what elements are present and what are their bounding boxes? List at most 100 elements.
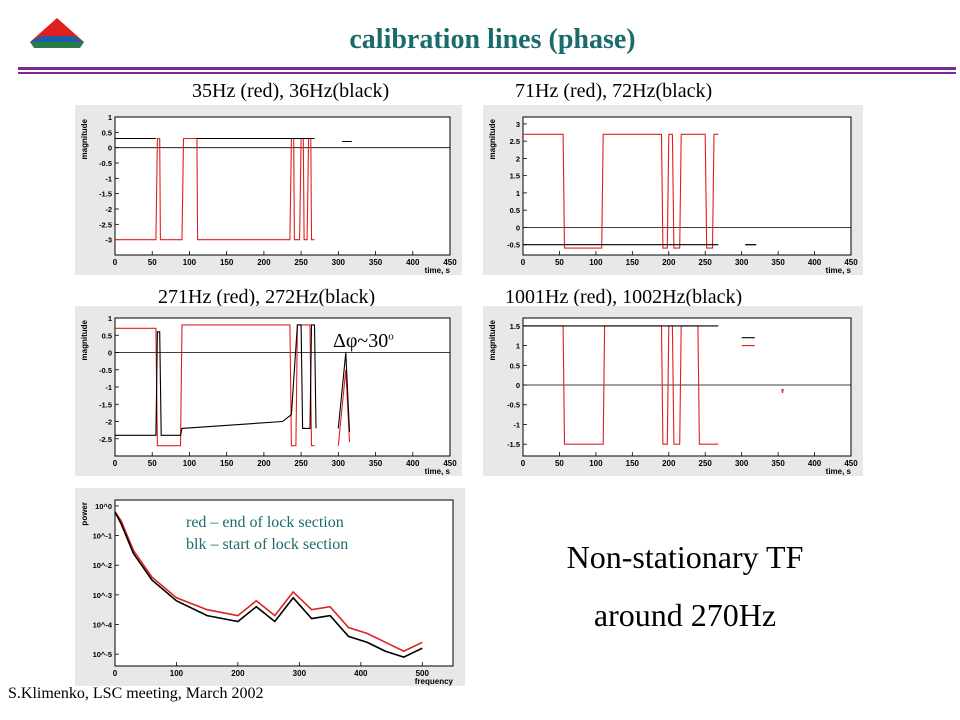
y-tick-label: 2 <box>516 154 520 163</box>
x-tick-label: 300 <box>735 459 749 468</box>
y-tick-label: 10^-1 <box>93 532 112 541</box>
x-tick-label: 200 <box>257 258 271 267</box>
x-tick-label: 250 <box>699 459 713 468</box>
y-axis-label: power <box>80 502 89 526</box>
x-tick-label: 300 <box>332 258 346 267</box>
logo <box>30 18 84 53</box>
x-tick-label: 100 <box>589 459 603 468</box>
footer-credit: S.Klimenko, LSC meeting, March 2002 <box>8 685 264 702</box>
x-tick-label: 200 <box>662 258 676 267</box>
caption-1001hz: 1001Hz (red), 1002Hz(black) <box>505 286 743 308</box>
y-tick-label: -0.5 <box>99 366 112 375</box>
legend-note: red – end of lock section blk – start of… <box>186 512 348 556</box>
y-tick-label: 0.5 <box>102 128 112 137</box>
plot-71hz: 0 50 100 150 200 250 300 350 400 450-0.500.511.52… <box>483 105 863 275</box>
plot-271hz: 0 50 100 150 200 250 300 350 400 450 -2.5 -2 -1.5 -1 -… <box>75 306 462 476</box>
y-tick-label: -2.5 <box>99 220 112 229</box>
title-rule <box>18 67 956 70</box>
plot-area <box>522 317 852 457</box>
plot-area <box>114 317 451 457</box>
y-tick-label: 10^-5 <box>93 650 112 659</box>
title-rule-thin <box>18 72 956 74</box>
x-axis-label: time, s <box>425 467 451 476</box>
x-tick-label: 400 <box>354 669 368 678</box>
y-tick-label: 0 <box>516 381 520 390</box>
x-tick-label: 150 <box>626 459 640 468</box>
slide-title: calibration lines (phase) <box>349 24 636 55</box>
plot-area <box>522 116 852 256</box>
x-tick-label: 350 <box>771 459 785 468</box>
y-tick-label: -1 <box>105 174 112 183</box>
series-black-line <box>115 137 352 143</box>
x-axis-label: frequency <box>415 677 454 686</box>
x-tick-label: 400 <box>808 459 822 468</box>
y-tick-label: 0 <box>108 349 112 358</box>
y-tick-label: 10^-4 <box>93 621 113 630</box>
x-tick-label: 300 <box>293 669 307 678</box>
x-tick-label: 200 <box>231 669 245 678</box>
x-tick-label: 100 <box>589 258 603 267</box>
x-tick-label: 250 <box>294 459 308 468</box>
x-tick-label: 0 <box>113 669 118 678</box>
x-axis-label: time, s <box>826 266 852 275</box>
plot-35hz: 0 50 100 150 200 250 300 350 400 450 -3 -2.5 -2 -1.5 -… <box>75 105 462 275</box>
x-tick-label: 250 <box>294 258 308 267</box>
y-tick-label: 1 <box>108 314 112 323</box>
caption-71hz: 71Hz (red), 72Hz(black) <box>515 80 713 102</box>
delta-phi-degree: o <box>388 330 394 343</box>
y-tick-label: 0.5 <box>510 206 520 215</box>
x-tick-label: 300 <box>735 258 749 267</box>
tf-statement: Non-stationary TF around 270Hz <box>520 528 850 644</box>
series-red-line <box>115 324 351 447</box>
x-tick-label: 200 <box>662 459 676 468</box>
y-tick-label: 0 <box>108 144 112 153</box>
y-tick-label: -1.5 <box>507 440 520 449</box>
series-black-line <box>523 325 755 339</box>
caption-35hz: 35Hz (red), 36Hz(black) <box>192 80 390 102</box>
x-tick-label: 150 <box>626 258 640 267</box>
tf-line1: Non-stationary TF <box>566 539 804 575</box>
x-tick-label: 300 <box>332 459 346 468</box>
x-tick-label: 50 <box>555 258 564 267</box>
y-tick-label: 0.5 <box>510 361 520 370</box>
legend-red: red – end of lock section <box>186 514 344 531</box>
y-tick-label: 2.5 <box>510 137 520 146</box>
delta-phi-label: Δφ~30o <box>333 330 394 353</box>
x-tick-label: 200 <box>257 459 271 468</box>
x-tick-label: 0 <box>113 258 118 267</box>
y-tick-label: -0.5 <box>507 401 520 410</box>
x-axis-label: time, s <box>826 467 852 476</box>
x-tick-label: 350 <box>369 258 383 267</box>
x-tick-label: 150 <box>220 459 234 468</box>
y-tick-label: -0.5 <box>507 241 520 250</box>
x-tick-label: 500 <box>416 669 430 678</box>
y-tick-label: 0.5 <box>102 331 112 340</box>
y-tick-label: -2 <box>105 418 112 427</box>
y-tick-label: 0 <box>516 223 520 232</box>
series-red-line <box>114 511 423 653</box>
x-tick-label: 400 <box>808 258 822 267</box>
x-tick-label: 450 <box>443 459 457 468</box>
y-axis-label: magnitude <box>488 118 497 159</box>
x-axis-label: time, s <box>425 266 451 275</box>
x-tick-label: 450 <box>844 459 858 468</box>
x-tick-label: 100 <box>183 258 197 267</box>
x-tick-label: 350 <box>369 459 383 468</box>
y-axis-label: magnitude <box>488 319 497 360</box>
x-tick-label: 100 <box>183 459 197 468</box>
plot-area <box>114 116 451 256</box>
legend-black: blk – start of lock section <box>186 536 349 553</box>
y-tick-label: -0.5 <box>99 159 112 168</box>
y-axis-label: magnitude <box>80 319 89 360</box>
plot-1001hz: 0 50 100 150 200 250 300 350 400 450 -1.5 -1 -0.5 0 0.… <box>483 306 863 476</box>
x-tick-label: 150 <box>220 258 234 267</box>
delta-phi-text: Δφ~30 <box>333 330 389 352</box>
x-tick-label: 400 <box>406 258 420 267</box>
y-tick-label: -3 <box>105 236 112 245</box>
y-tick-label: -1 <box>105 383 112 392</box>
y-tick-label: 1 <box>516 189 520 198</box>
series-black-line <box>114 511 423 658</box>
x-tick-label: 450 <box>443 258 457 267</box>
x-tick-label: 50 <box>555 459 564 468</box>
y-tick-label: 10^0 <box>95 502 112 511</box>
